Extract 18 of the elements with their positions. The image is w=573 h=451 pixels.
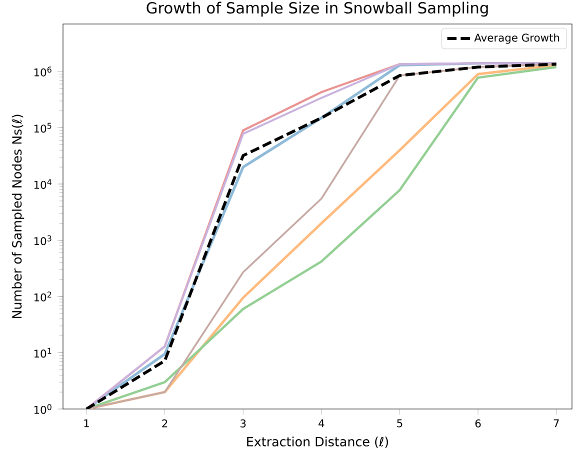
x-tick-label: 7 <box>554 419 559 428</box>
y-axis-title: Number of Sampled Nodes Ns(ℓ) <box>12 114 24 318</box>
x-tick-label: 4 <box>318 419 324 428</box>
chart-title: Growth of Sample Size in Snowball Sampling <box>146 2 488 17</box>
y-tick-label: 10$^{4}$ <box>34 179 52 189</box>
y-tick-label: 10$^{0}$ <box>34 404 52 414</box>
x-axis-title: Extraction Distance (ℓ) <box>247 436 388 448</box>
x-tick-label: 1 <box>84 419 89 428</box>
x-tick-label: 3 <box>240 419 246 428</box>
y-tick-label: 10$^{1}$ <box>34 348 52 358</box>
x-tick-label: 6 <box>475 419 481 428</box>
y-tick-label: 10$^{5}$ <box>34 122 52 133</box>
y-tick-label: 10$^{2}$ <box>34 292 52 302</box>
legend-label: Average Growth <box>474 33 560 44</box>
x-tick-label: 2 <box>162 419 168 428</box>
x-tick-label: 5 <box>397 419 402 428</box>
y-tick-label: 10$^{6}$ <box>34 66 52 76</box>
y-tick-label: 10$^{3}$ <box>34 235 52 246</box>
